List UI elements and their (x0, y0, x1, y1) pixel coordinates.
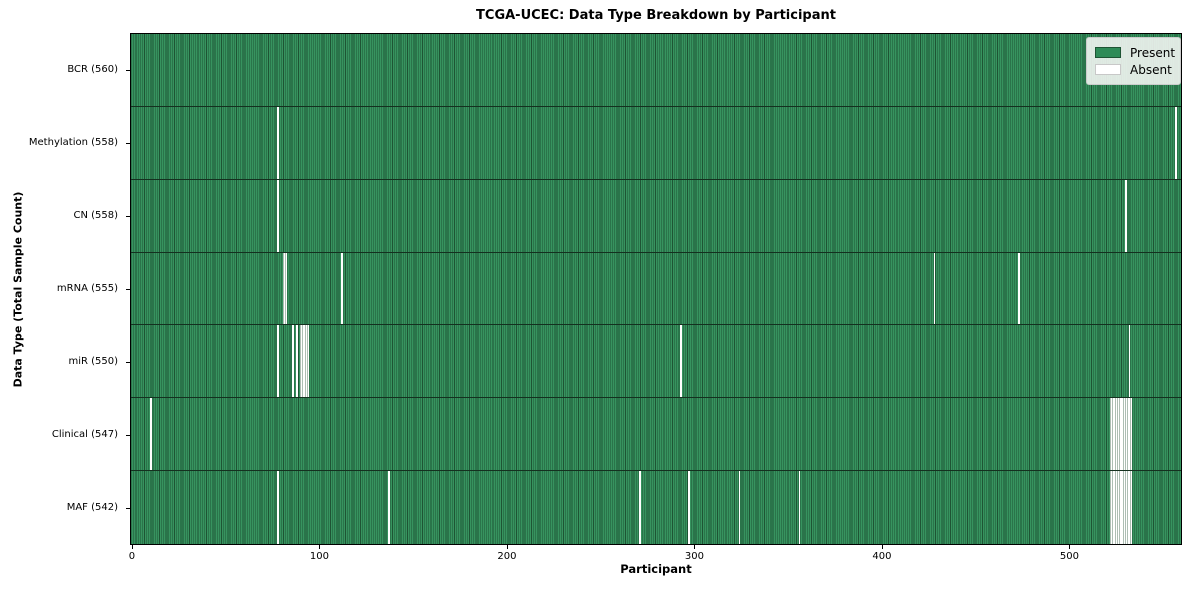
legend: Present Absent (1086, 37, 1181, 85)
absent-line (296, 325, 298, 398)
y-tick-label: miR (550) (68, 355, 118, 367)
absent-line (341, 252, 343, 325)
heatmap-row-mir (131, 325, 1181, 399)
legend-label: Absent (1130, 62, 1172, 77)
heatmap-row-methylation (131, 106, 1181, 180)
absent-line (1017, 252, 1020, 325)
absent-line (299, 325, 310, 398)
absent-line (149, 398, 152, 471)
y-tick-label: MAF (542) (66, 501, 118, 513)
heatmap-row-cn (131, 179, 1181, 253)
heatmap-row-clinical (131, 398, 1181, 472)
y-tick-mark (126, 434, 130, 436)
absent-line (277, 179, 280, 252)
x-tick-label: 500 (1059, 551, 1079, 562)
absent-line (277, 106, 280, 179)
absent-line (738, 471, 741, 544)
absent-line (1175, 106, 1178, 179)
absent-line (387, 471, 390, 544)
y-tick-label: CN (558) (73, 210, 118, 222)
chart-title: TCGA-UCEC: Data Type Breakdown by Partic… (476, 8, 836, 23)
y-tick-mark (126, 361, 130, 363)
x-axis-label: Participant (620, 562, 692, 576)
absent-line (277, 471, 280, 544)
legend-swatch-absent (1095, 64, 1121, 75)
x-tick-label: 400 (872, 551, 892, 562)
heatmap-row-maf (131, 471, 1181, 544)
heatmap-row-bcr (131, 34, 1181, 107)
x-tick-label: 0 (128, 551, 136, 562)
absent-line (1109, 471, 1133, 544)
legend-item: Absent (1095, 61, 1172, 78)
y-tick-mark (126, 143, 130, 145)
absent-line (687, 471, 690, 544)
absent-line (282, 252, 287, 325)
plot-area (130, 33, 1182, 545)
x-tick-label: 200 (497, 551, 517, 562)
y-tick-mark (126, 216, 130, 218)
legend-label: Present (1130, 45, 1176, 60)
y-tick-mark (126, 507, 130, 509)
y-tick-label: BCR (560) (67, 64, 118, 76)
heatmap-row-mrna (131, 252, 1181, 326)
absent-line (680, 325, 683, 398)
absent-line (1109, 398, 1133, 471)
legend-item: Present (1095, 44, 1176, 61)
y-tick-label: mRNA (555) (56, 283, 118, 294)
absent-line (933, 252, 936, 325)
absent-line (798, 471, 801, 544)
x-tick-label: 100 (309, 551, 329, 562)
absent-line (277, 325, 280, 398)
x-tick-label: 300 (684, 551, 704, 562)
y-tick-label: Clinical (547) (51, 428, 118, 440)
x-tick-mark (1069, 545, 1071, 549)
absent-line (292, 325, 295, 398)
absent-line (1124, 179, 1127, 252)
y-tick-mark (126, 70, 130, 72)
absent-line (639, 471, 641, 544)
y-tick-label: Methylation (558) (28, 137, 118, 149)
y-tick-mark (126, 289, 130, 290)
absent-line (1128, 325, 1131, 398)
legend-swatch-present (1095, 47, 1121, 58)
x-tick-mark (131, 545, 133, 549)
x-tick-mark (319, 545, 321, 549)
x-tick-mark (881, 545, 883, 549)
x-tick-mark (694, 545, 696, 549)
x-tick-mark (506, 545, 508, 549)
